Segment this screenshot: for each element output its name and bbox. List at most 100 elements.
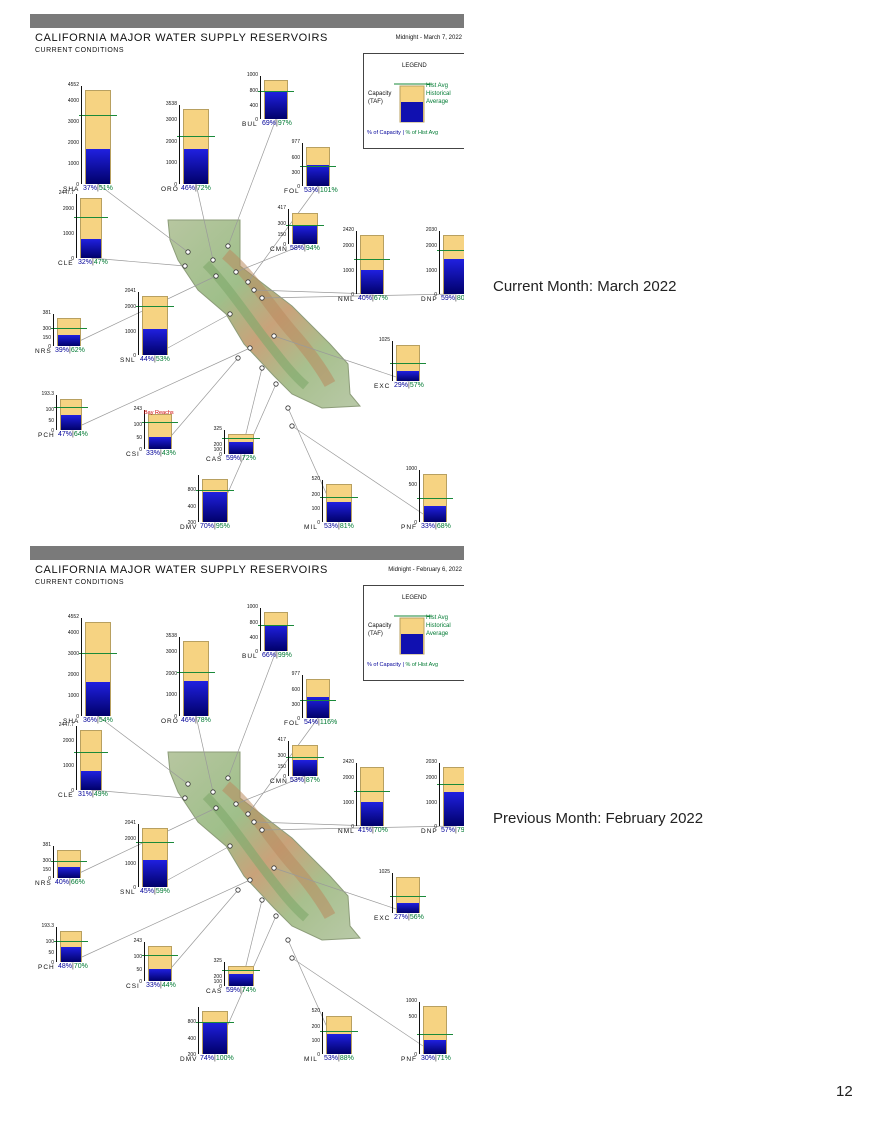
percent-of-capacity: 33% [146, 450, 161, 457]
percent-of-capacity: 54% [304, 719, 319, 726]
storage-bar [203, 492, 227, 522]
axis-tick-label: 2000 [124, 304, 136, 310]
legend-separator: | [400, 130, 406, 136]
percent-of-capacity: 31% [78, 791, 93, 798]
percent-of-capacity: 30% [421, 1055, 436, 1062]
reservoir-location-marker [185, 781, 191, 787]
axis-tick-label: 3000 [67, 119, 79, 125]
leader-line [90, 257, 186, 267]
axis-tick-label: 0 [414, 520, 417, 526]
percent-of-capacity: 66% [262, 652, 277, 659]
capacity-tick-label: 4552 [67, 614, 79, 620]
axis-tick-label: 500 [408, 1014, 417, 1020]
percent-of-historical-average: 54% [98, 717, 113, 724]
reservoir-code: PCH [38, 432, 55, 439]
axis-tick-label: 300 [291, 170, 300, 176]
percent-of-historical-average: 72% [241, 455, 256, 462]
storage-bar [327, 1034, 351, 1054]
reservoir-code: ORO [161, 186, 179, 193]
reservoir-percentages: 53%|81% [324, 523, 354, 530]
capacity-tick-label: 417 [277, 737, 286, 743]
axis-tick-label: 300 [42, 858, 51, 864]
reservoir-location-marker [235, 355, 241, 361]
reservoir-location-marker [259, 827, 265, 833]
axis-tick-label: 0 [51, 960, 54, 966]
leader-line [70, 879, 251, 963]
axis-tick-label: 100 [133, 422, 142, 428]
reservoir-location-marker [210, 789, 216, 795]
reservoir-percentages: 47%|64% [58, 431, 88, 438]
axis-tick-label: 2000 [62, 738, 74, 744]
percent-separator: | [372, 827, 374, 834]
leader-line [159, 889, 239, 982]
axis-tick-label: 2000 [67, 672, 79, 678]
percent-of-capacity: 69% [262, 120, 277, 127]
storage-bar [397, 903, 419, 913]
reservoir-percentages: 40%|67% [358, 295, 388, 302]
reservoir-code: FOL [284, 188, 300, 195]
axis-tick-label: 0 [414, 1052, 417, 1058]
reservoir-location-marker [245, 811, 251, 817]
axis-tick-label: 200 [187, 520, 196, 526]
capacity-tick-label: 1025 [378, 337, 390, 343]
y-axis [53, 846, 54, 878]
capacity-tick-label: 977 [291, 671, 300, 677]
y-axis [224, 962, 225, 986]
leader-line [253, 821, 373, 827]
historical-average-line [51, 328, 87, 329]
reservoir-location-marker [259, 897, 265, 903]
percent-separator: | [97, 185, 99, 192]
y-axis [53, 314, 54, 346]
percent-separator: | [338, 1055, 340, 1062]
reservoir-percentages: 40%|66% [55, 879, 85, 886]
capacity-tick-label: 2030 [425, 227, 437, 233]
y-axis [322, 480, 323, 522]
capacity-tick-label: 325 [213, 958, 222, 964]
historical-average-line [54, 407, 88, 408]
leader-line [291, 425, 436, 523]
historical-average-line [320, 497, 358, 498]
legend-capacity-line1: Capacity [368, 91, 392, 97]
y-axis [76, 194, 77, 258]
percent-of-historical-average: 74% [241, 987, 256, 994]
reservoir-map-previous: CALIFORNIA MAJOR WATER SUPPLY RESERVOIRS… [30, 546, 464, 1062]
percent-separator: | [97, 717, 99, 724]
percent-of-historical-average: 87% [305, 777, 320, 784]
legend-hist-line2: Historical [426, 91, 451, 97]
reservoir-location-marker [285, 937, 291, 943]
axis-tick-label: 4000 [67, 630, 79, 636]
percent-separator: | [276, 120, 278, 127]
axis-tick-label: 400 [249, 103, 258, 109]
storage-bar [203, 1022, 227, 1054]
capacity-tick-label: 417 [277, 205, 286, 211]
axis-tick-label: 2000 [62, 206, 74, 212]
axis-tick-label: 600 [291, 155, 300, 161]
reservoir-code: CSI [126, 451, 140, 458]
historical-average-line [258, 625, 294, 626]
storage-bar [361, 270, 383, 294]
y-axis [260, 608, 261, 651]
reservoir-location-marker [247, 345, 253, 351]
storage-bar [424, 506, 446, 522]
storage-bar [184, 149, 208, 184]
axis-tick-label: 800 [249, 620, 258, 626]
historical-average-line [390, 363, 426, 364]
percent-of-historical-average: 81% [339, 523, 354, 530]
axis-tick-label: 600 [291, 687, 300, 693]
capacity-tick-label: 243 [133, 406, 142, 412]
axis-tick-label: 1000 [124, 861, 136, 867]
percent-of-capacity: 59% [226, 987, 241, 994]
capacity-tick-label: 2447.7 [58, 722, 74, 728]
legend-hist-label: Hist Avg Historical Average [426, 614, 451, 638]
percent-separator: | [195, 185, 197, 192]
legend-percent-labels: % of Capacity | % of Hist Avg [367, 130, 438, 136]
capacity-tick-label: 1000 [405, 466, 417, 472]
percent-of-capacity: 53% [290, 777, 305, 784]
leader-line [247, 717, 319, 815]
percent-separator: | [214, 1055, 216, 1062]
axis-tick-label: 0 [133, 353, 136, 359]
reservoir-code: ORO [161, 718, 179, 725]
panel-subtitle: CURRENT CONDITIONS [35, 47, 124, 54]
percent-of-capacity: 48% [58, 963, 73, 970]
legend-hist-label: Hist Avg Historical Average [426, 82, 451, 106]
